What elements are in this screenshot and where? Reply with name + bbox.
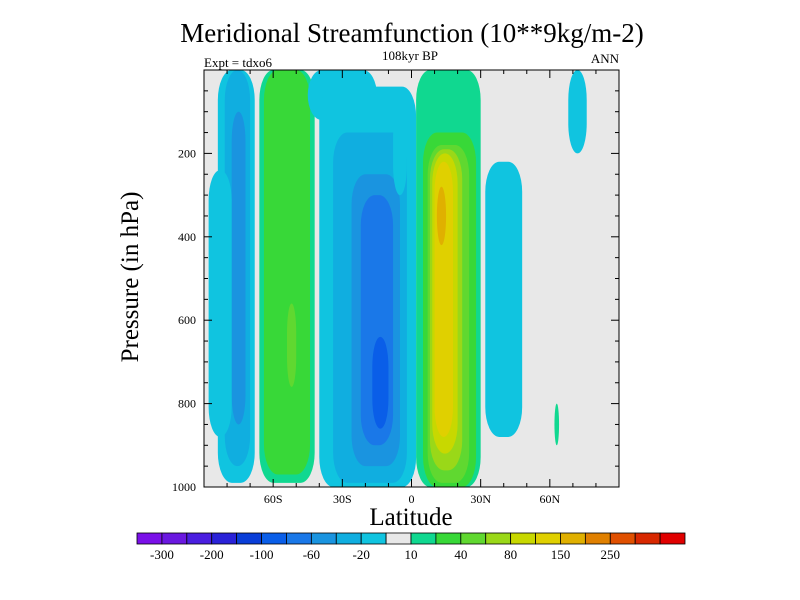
colorbar-box — [385, 532, 412, 545]
contour-region — [208, 170, 232, 437]
contour-region — [372, 336, 389, 429]
colorbar-box — [584, 532, 611, 545]
y-tick-label: 800 — [178, 397, 196, 411]
colorbar-box — [186, 532, 213, 545]
y-axis: 200 400 600 800 1000 — [172, 90, 619, 494]
contour-region — [568, 70, 587, 154]
colorbar-label: -20 — [353, 547, 370, 562]
colorbar-box — [261, 532, 287, 545]
x-tick-label: 0 — [409, 492, 415, 506]
colorbar-label: -60 — [303, 547, 320, 562]
contour-region — [554, 403, 560, 446]
colorbar-label: 250 — [601, 547, 621, 562]
chart-subtitle: 108kyr BP — [382, 48, 438, 63]
contour-region — [393, 107, 407, 196]
colorbar-label: 40 — [454, 547, 467, 562]
colorbar-box — [535, 532, 561, 545]
colorbar-box — [161, 532, 188, 545]
colorbar-label: -100 — [250, 547, 274, 562]
contour-region — [231, 111, 246, 425]
colorbar-box — [485, 532, 512, 545]
colorbar-box — [211, 532, 238, 545]
x-axis-label: Latitude — [369, 504, 452, 531]
chart-title: Meridional Streamfunction (10**9kg/m-2) — [180, 18, 643, 48]
colorbar-label: -300 — [150, 547, 174, 562]
colorbar: -300 -200 -100 -60 -20 10 40 80 150 250 — [136, 532, 686, 562]
plot-area — [203, 69, 620, 488]
colorbar-label: 150 — [551, 547, 571, 562]
colorbar-box — [286, 532, 312, 545]
colorbar-label: 10 — [405, 547, 418, 562]
x-tick-label: 30N — [470, 492, 491, 506]
colorbar-box — [510, 532, 536, 545]
colorbar-label: 80 — [504, 547, 517, 562]
colorbar-box — [609, 532, 636, 545]
contour-region — [436, 186, 447, 246]
contour-region — [263, 70, 311, 475]
x-tick-label: 60N — [539, 492, 560, 506]
colorbar-box — [659, 532, 686, 545]
y-tick-label: 1000 — [172, 480, 196, 494]
colorbar-box — [335, 532, 362, 545]
colorbar-box — [136, 532, 163, 545]
colorbar-box — [360, 532, 387, 545]
experiment-label: Expt = tdxo6 — [204, 55, 272, 70]
y-tick-label: 200 — [178, 146, 196, 160]
colorbar-box — [410, 532, 437, 545]
colorbar-box — [460, 532, 487, 545]
colorbar-box — [236, 532, 262, 545]
y-tick-label: 600 — [178, 313, 196, 327]
colorbar-box — [634, 532, 661, 545]
colorbar-box — [310, 532, 337, 545]
season-label: ANN — [591, 51, 620, 66]
y-tick-label: 400 — [178, 230, 196, 244]
colorbar-box — [560, 532, 586, 545]
colorbar-label: -200 — [200, 547, 224, 562]
contour-region — [287, 303, 297, 387]
y-axis-label: Pressure (in hPa) — [117, 192, 144, 363]
x-axis: 60S 30S 0 30N 60N — [226, 70, 597, 506]
colorbar-box — [435, 532, 462, 545]
x-tick-label: 60S — [264, 492, 283, 506]
x-tick-label: 30S — [333, 492, 352, 506]
contour-region — [485, 161, 523, 437]
